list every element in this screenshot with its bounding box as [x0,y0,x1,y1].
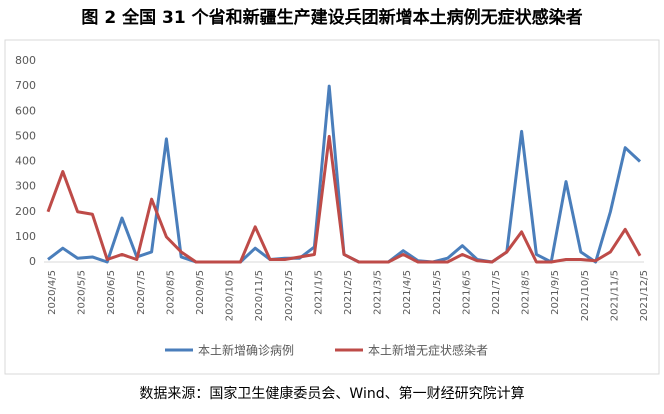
y-tick-label: 200 [15,205,36,218]
y-tick-label: 600 [15,104,36,117]
y-tick-label: 300 [15,180,36,193]
x-tick-label: 2021/11/5 [609,270,620,321]
x-tick-label: 2020/12/5 [284,270,295,321]
x-tick-label: 2020/5/5 [77,270,88,315]
x-tick-label: 2020/11/5 [254,270,265,321]
x-tick-label: 2020/4/5 [47,270,58,315]
y-tick-label: 400 [15,155,36,168]
chart-frame [4,39,660,375]
x-tick-label: 2021/5/5 [432,270,443,315]
chart-title: 图 2 全国 31 个省和新疆生产建设兵团新增本土病例无症状感染者 [81,7,582,28]
x-tick-label: 2020/7/5 [136,270,147,315]
y-tick-label: 800 [15,54,36,67]
series-line [47,84,642,264]
source-note: 数据来源：国家卫生健康委员会、Wind、第一财经研究院计算 [139,385,524,402]
legend-label: 本土新增确诊病例 [198,343,294,358]
x-tick-label: 2021/3/5 [373,270,384,315]
x-tick-label: 2021/8/5 [521,270,532,315]
y-tick-label: 100 [15,230,36,243]
legend-label: 本土新增无症状感染者 [368,343,488,358]
x-tick-label: 2021/6/5 [461,270,472,315]
y-tick-label: 700 [15,79,36,92]
x-tick-label: 2021/7/5 [491,270,502,315]
x-tick-label: 2020/8/5 [165,270,176,315]
x-tick-label: 2020/10/5 [225,270,236,321]
series-line [46,134,642,264]
y-tick-label: 0 [29,255,36,268]
x-tick-label: 2021/4/5 [402,270,413,315]
x-tick-label: 2021/10/5 [580,270,591,321]
x-tick-label: 2020/6/5 [106,270,117,315]
x-tick-label: 2021/2/5 [343,270,354,315]
x-tick-label: 2021/9/5 [550,270,561,315]
x-tick-label: 2021/12/5 [639,270,650,321]
y-tick-label: 500 [15,129,36,142]
x-tick-label: 2020/9/5 [195,270,206,315]
x-tick-label: 2021/1/5 [313,270,324,315]
